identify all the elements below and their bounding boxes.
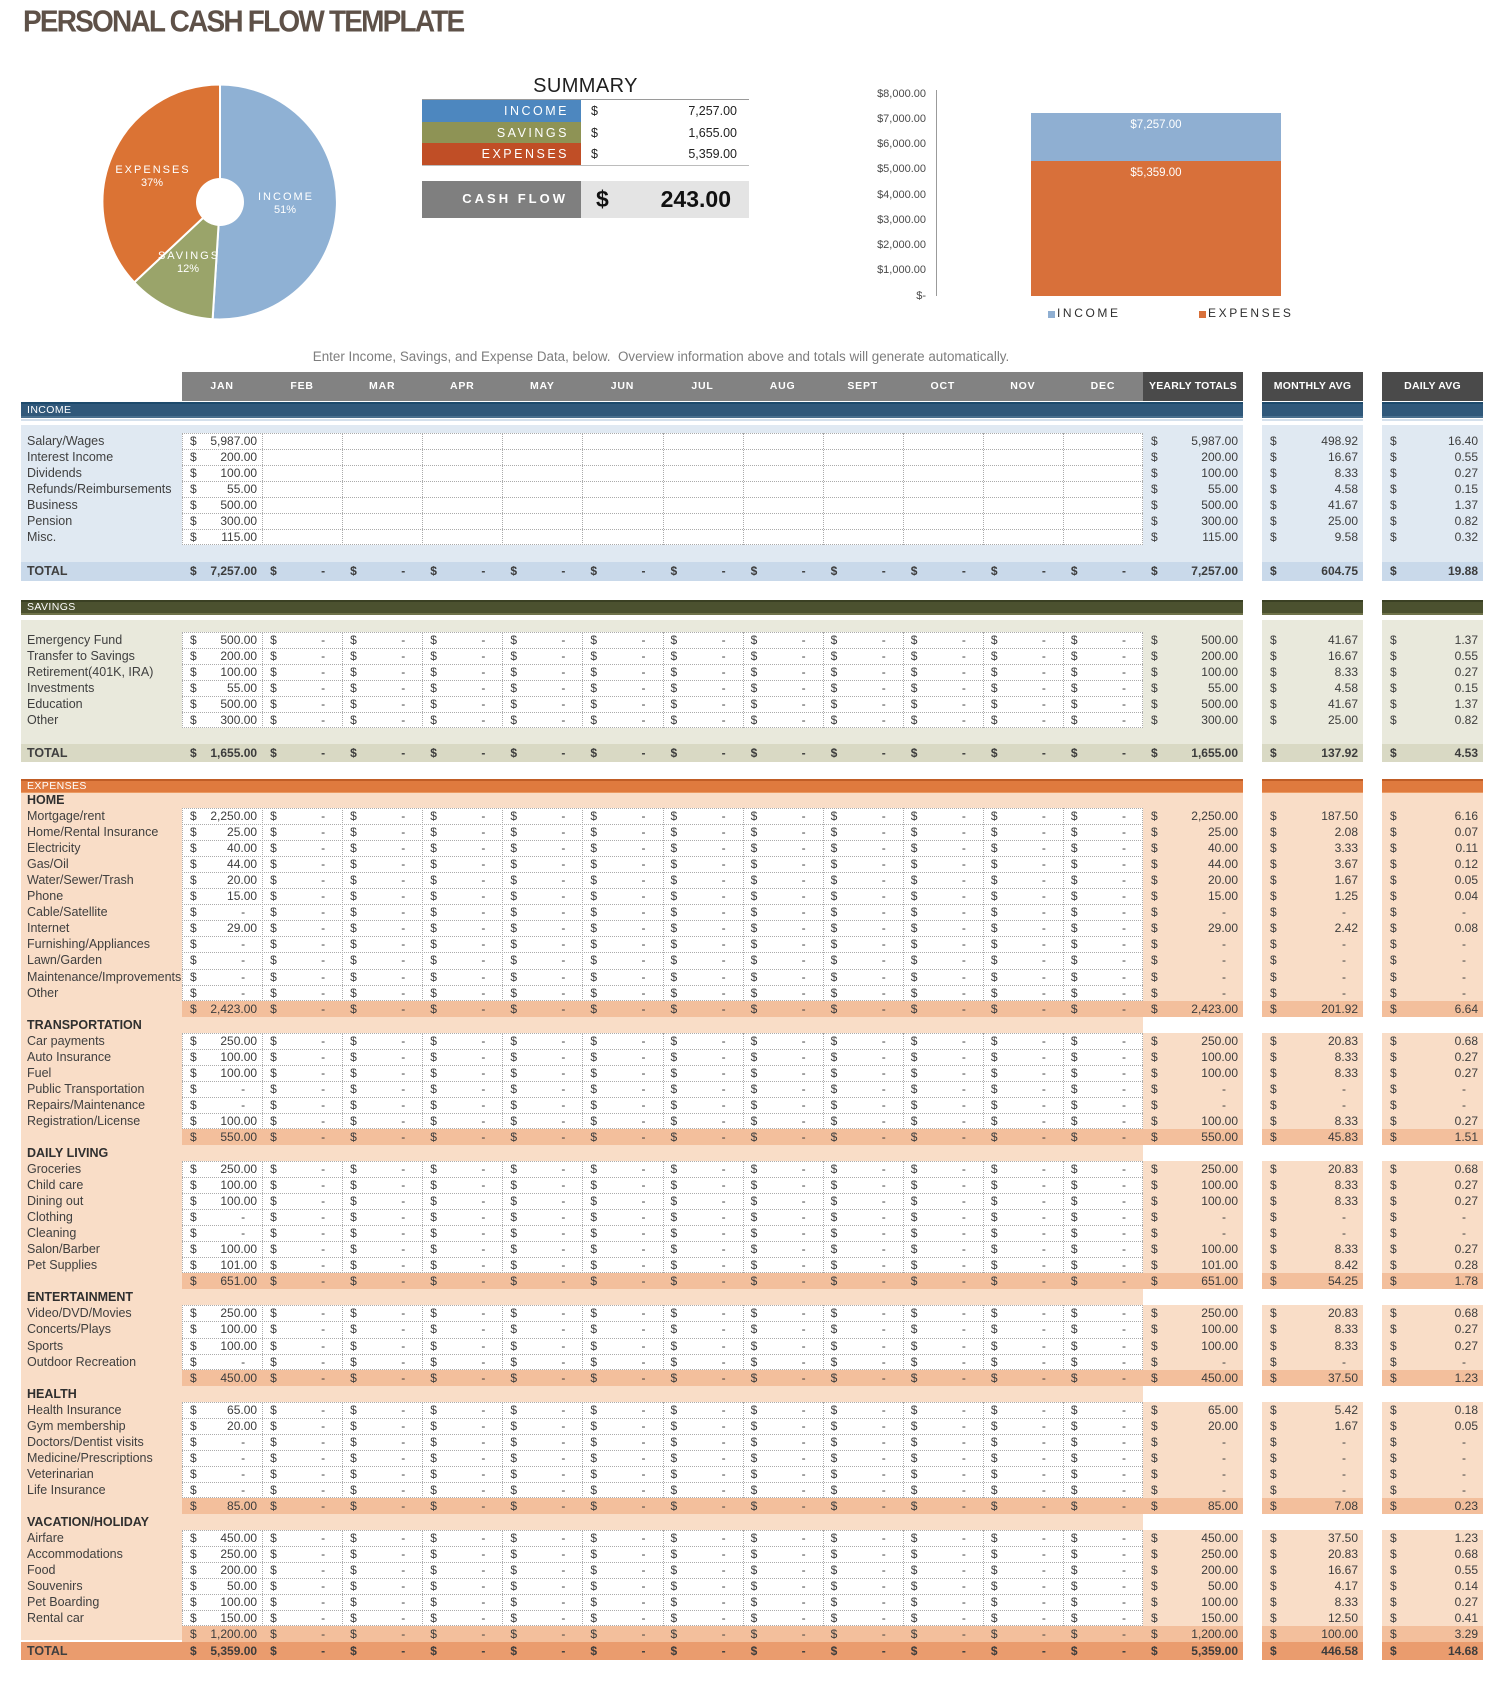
svg-text:12%: 12% <box>177 263 199 275</box>
svg-text:INCOME: INCOME <box>258 191 314 203</box>
svg-text:EXPENSES: EXPENSES <box>115 164 190 176</box>
svg-text:37%: 37% <box>141 177 163 189</box>
svg-text:51%: 51% <box>274 204 296 216</box>
svg-text:SAVINGS: SAVINGS <box>158 250 220 262</box>
